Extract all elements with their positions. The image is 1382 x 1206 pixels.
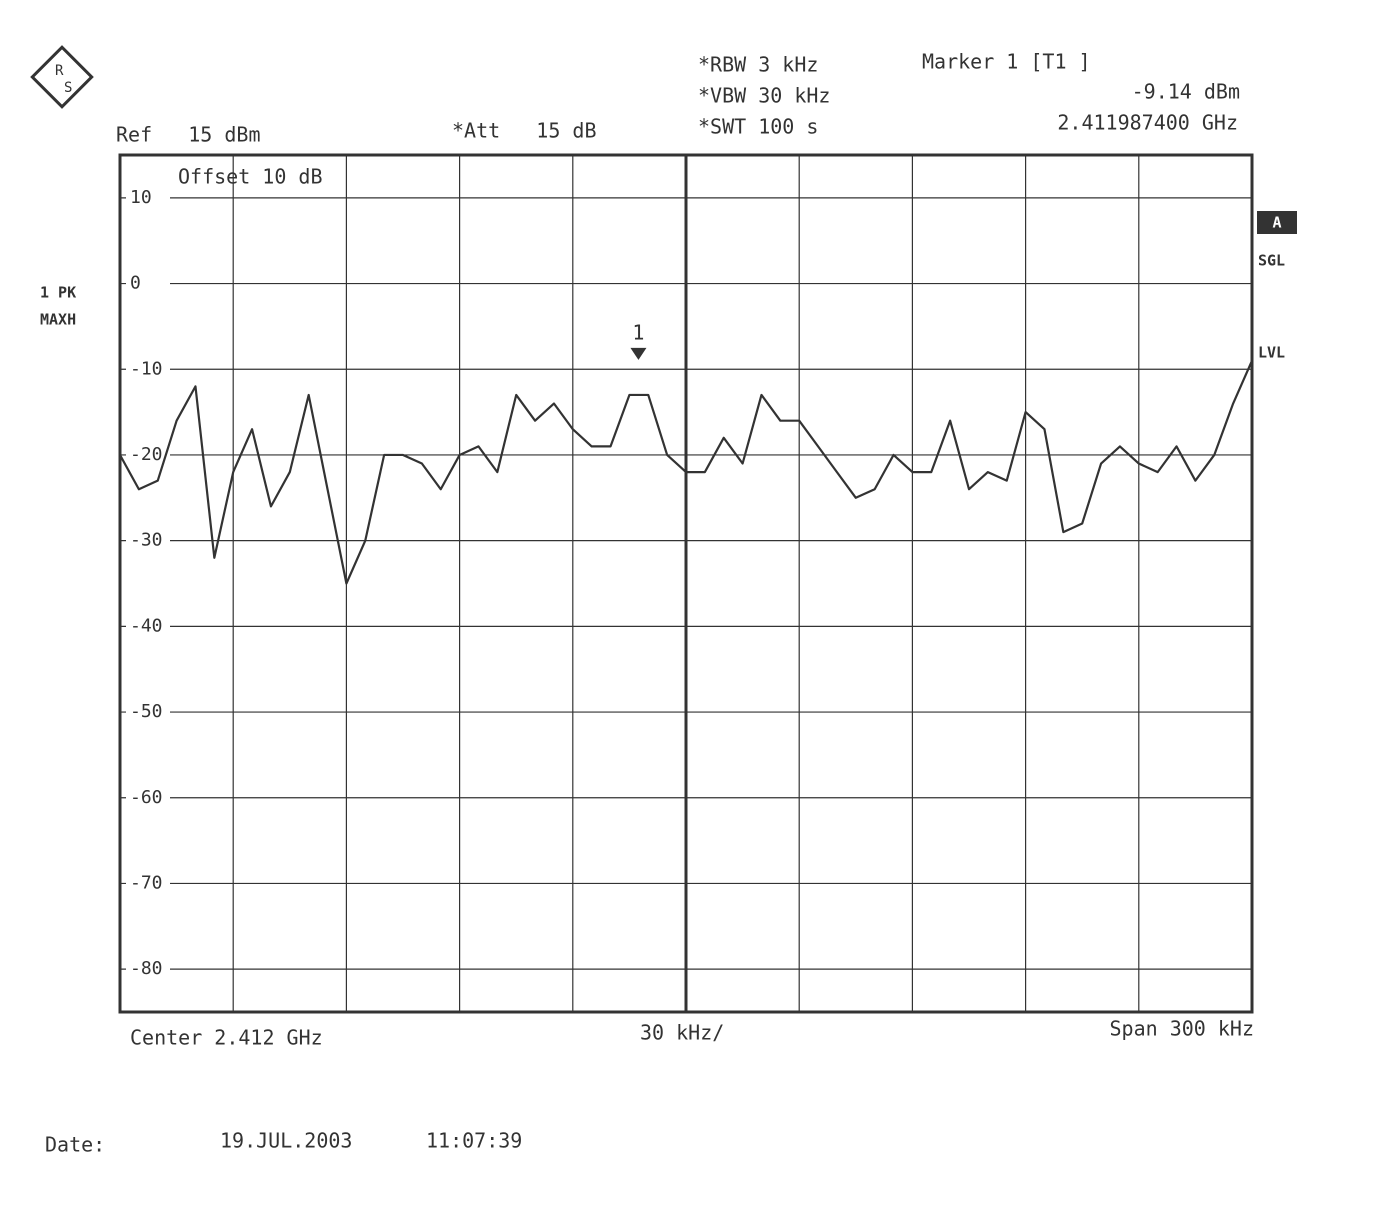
trace-mode: 1 PK — [40, 284, 76, 302]
y-tick-label: -20 — [130, 444, 163, 465]
marker-title: Marker 1 [T1 ] — [922, 50, 1091, 74]
swt: *SWT 100 s — [698, 115, 818, 139]
y-tick-label: -80 — [130, 958, 163, 979]
tick-label-bg — [126, 359, 170, 380]
plot-frame — [118, 153, 1254, 1014]
marker — [630, 347, 647, 360]
vbw: *VBW 30 kHz — [698, 84, 830, 108]
marker-level: -9.14 dBm — [1132, 80, 1240, 104]
center-frequency: Center 2.412 GHz — [130, 1026, 323, 1050]
y-tick-label: -30 — [130, 530, 163, 551]
ref-level: Ref 15 dBm — [116, 123, 261, 147]
tick-label-bg — [126, 444, 170, 465]
trace — [119, 360, 1254, 585]
span-per-division: 30 kHz/ — [640, 1021, 724, 1045]
tick-label-bg — [126, 787, 170, 808]
logo-letter: R — [55, 63, 64, 79]
trace-mode: MAXH — [40, 311, 76, 329]
side-label: LVL — [1258, 344, 1285, 362]
plot-area: Offset 10 dB -80 -70 -60 -50 -40 -30 -20 -10 0 10 1 — [118, 153, 1254, 1014]
tick-label-bg — [126, 873, 170, 894]
logo-letter: S — [64, 80, 72, 96]
offset: Offset 10 dB — [178, 165, 323, 189]
tick-label-bg — [126, 702, 170, 723]
date: 19.JUL.2003 — [220, 1129, 352, 1153]
marker-frequency: 2.411987400 GHz — [1057, 111, 1238, 135]
y-tick-label: -10 — [130, 358, 163, 379]
y-tick-label: -50 — [130, 701, 163, 722]
y-tick-label: 10 — [130, 187, 152, 208]
tick-label-bg — [126, 273, 170, 294]
y-tick-label: -60 — [130, 787, 163, 808]
tick-label-bg — [126, 530, 170, 551]
attenuation: *Att 15 dB — [452, 119, 597, 143]
logo: R S — [30, 45, 94, 109]
side-badge — [1257, 211, 1297, 234]
tick-label-bg — [126, 959, 170, 980]
y-tick-label: -70 — [130, 872, 163, 893]
rbw: *RBW 3 kHz — [698, 53, 818, 77]
date-label: Date: — [45, 1133, 105, 1157]
tick-label-bg — [126, 616, 170, 637]
logo-diamond — [30, 45, 94, 109]
side-label: A — [1272, 214, 1281, 232]
y-tick-label: 0 — [130, 273, 141, 294]
span: Span 300 kHz — [1110, 1017, 1255, 1041]
side-label: SGL — [1258, 252, 1285, 270]
marker-label: 1 — [632, 320, 644, 344]
y-tick-label: -40 — [130, 615, 163, 636]
time: 11:07:39 — [426, 1129, 522, 1153]
tick-label-bg — [126, 187, 170, 208]
